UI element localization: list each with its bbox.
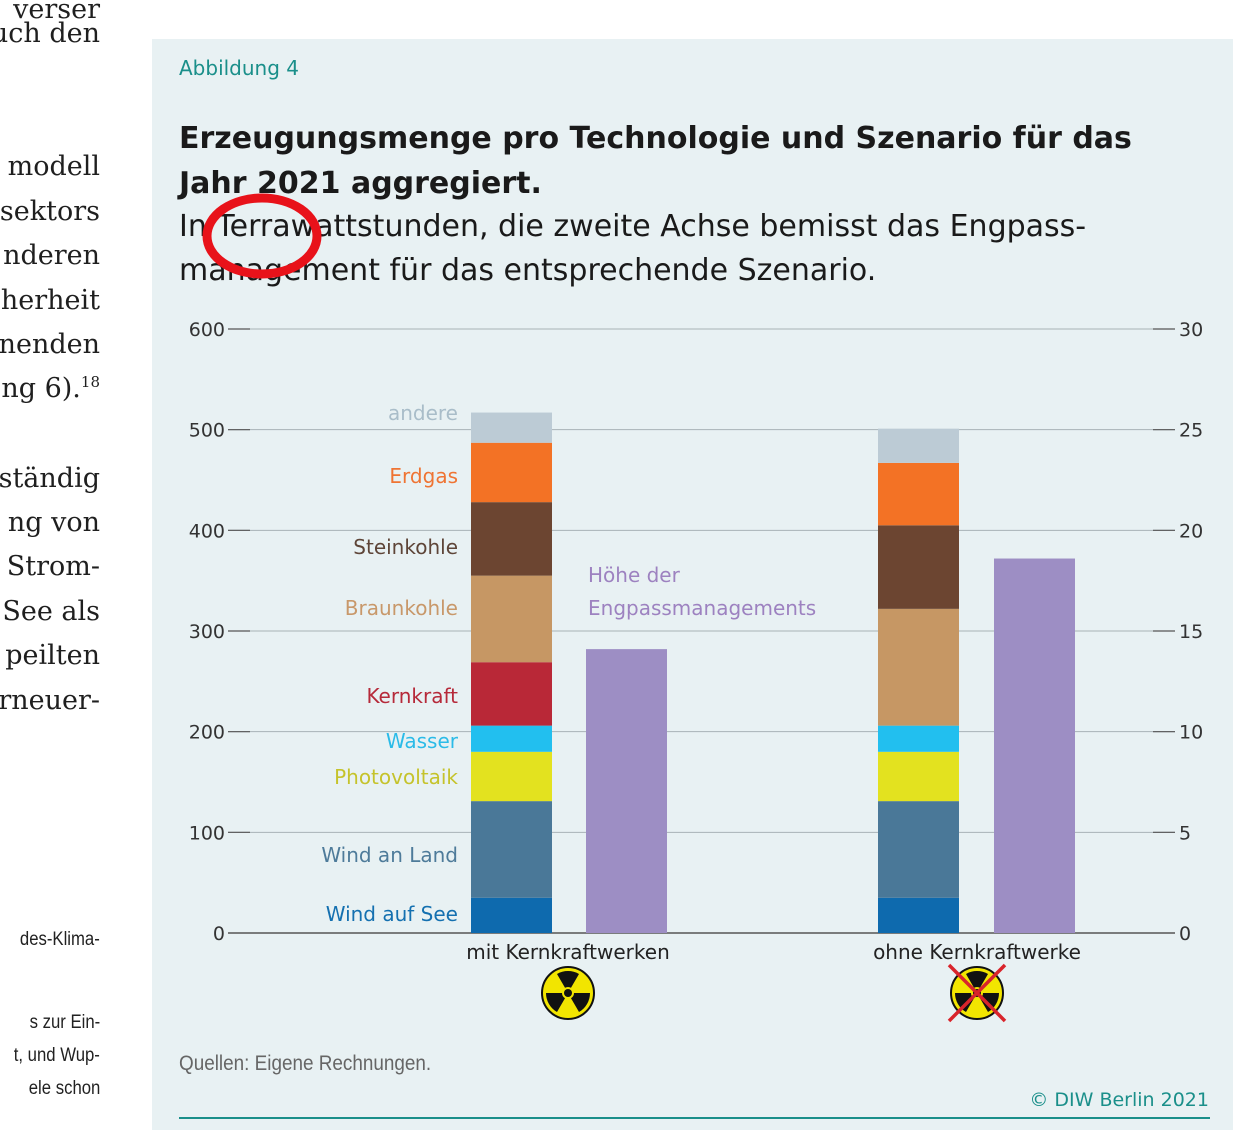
body-text-line: ng von bbox=[7, 507, 100, 538]
body-text-line: Strom- bbox=[6, 551, 100, 582]
footnote-line: s zur Ein- bbox=[29, 1012, 100, 1033]
footnote-line: des-Klima- bbox=[20, 929, 100, 950]
body-text-line: ständig bbox=[0, 463, 100, 494]
figure-subtitle: In Terrawattstunden, die zweite Achse be… bbox=[179, 209, 1087, 288]
body-text-line: modell bbox=[7, 151, 100, 182]
body-text-line-with-footnote: ng 6).18 bbox=[1, 373, 100, 404]
body-text-line: nenden bbox=[0, 329, 100, 360]
body-text-line: verser bbox=[13, 0, 100, 25]
footnote-reference[interactable]: 18 bbox=[80, 373, 100, 391]
figure-label: Abbildung 4 bbox=[179, 56, 300, 80]
footnote-line: ele schon bbox=[28, 1078, 100, 1099]
copyright: © DIW Berlin 2021 bbox=[1029, 1089, 1209, 1111]
body-text-line: sektors bbox=[0, 196, 100, 227]
body-text-line: See als bbox=[2, 596, 100, 627]
body-text-fragment: ng 6). bbox=[1, 373, 81, 404]
body-text-line: nderen bbox=[3, 240, 100, 271]
body-text-line: herheit bbox=[0, 285, 100, 316]
footnote-line: t, und Wup- bbox=[13, 1045, 100, 1066]
body-text-line: peilten bbox=[5, 640, 100, 671]
figure-title: Erzeugungsmenge pro Technologie und Szen… bbox=[179, 121, 1132, 201]
bottom-rule bbox=[179, 1117, 1210, 1119]
body-text-line: rneuer- bbox=[0, 685, 100, 716]
body-text-line: uch den bbox=[0, 18, 100, 49]
red-circle-annotation bbox=[202, 193, 322, 279]
source-note: Quellen: Eigene Rechnungen. bbox=[179, 1052, 432, 1075]
